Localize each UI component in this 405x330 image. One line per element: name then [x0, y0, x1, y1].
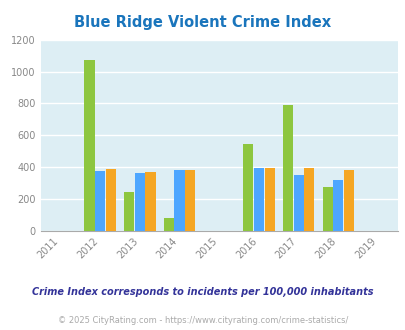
- Bar: [124, 192, 134, 231]
- Text: Blue Ridge Violent Crime Index: Blue Ridge Violent Crime Index: [74, 15, 331, 30]
- Bar: [174, 170, 184, 231]
- Bar: [253, 168, 263, 231]
- Text: © 2025 CityRating.com - https://www.cityrating.com/crime-statistics/: © 2025 CityRating.com - https://www.city…: [58, 315, 347, 325]
- Bar: [134, 173, 145, 231]
- Bar: [282, 105, 292, 231]
- Bar: [185, 170, 195, 231]
- Bar: [264, 168, 274, 231]
- Bar: [343, 170, 353, 231]
- Bar: [84, 60, 94, 231]
- Bar: [303, 168, 313, 231]
- Bar: [293, 175, 303, 231]
- Bar: [163, 218, 173, 231]
- Bar: [322, 187, 332, 231]
- Bar: [333, 180, 343, 231]
- Bar: [95, 171, 105, 231]
- Bar: [106, 169, 116, 231]
- Bar: [243, 144, 253, 231]
- Bar: [145, 172, 155, 231]
- Text: Crime Index corresponds to incidents per 100,000 inhabitants: Crime Index corresponds to incidents per…: [32, 287, 373, 297]
